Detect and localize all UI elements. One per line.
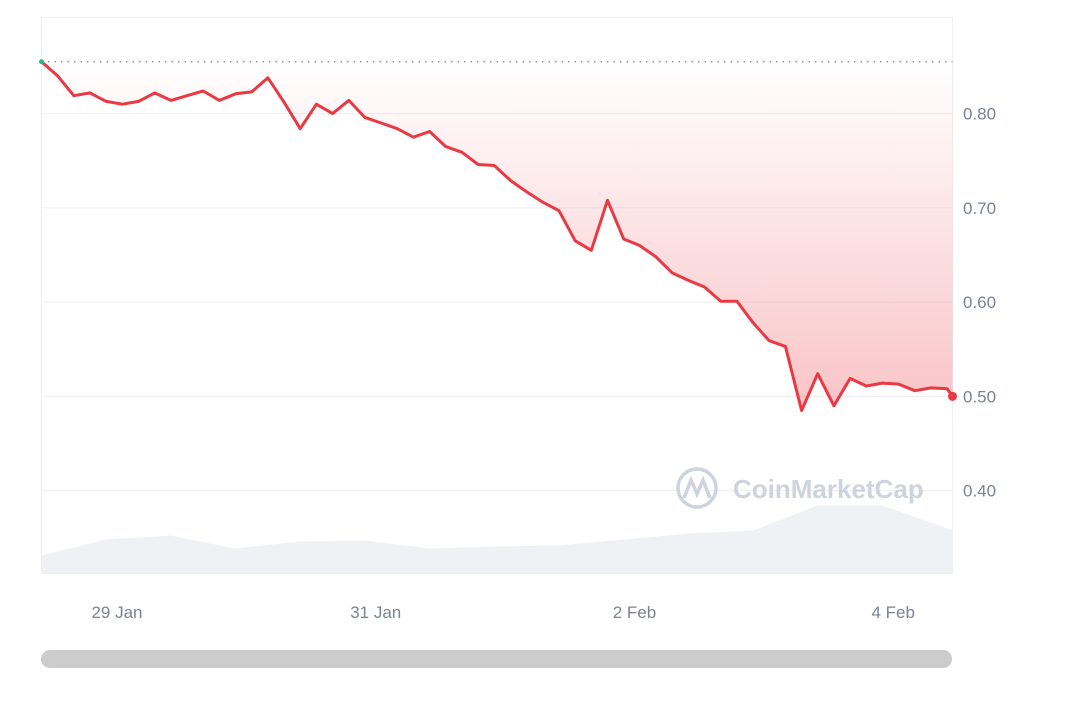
y-tick-label: 0.60 bbox=[963, 293, 996, 312]
x-axis: 29 Jan 31 Jan 2 Feb 4 Feb bbox=[91, 603, 915, 622]
price-area-fill bbox=[41, 61, 953, 411]
x-tick-label: 2 Feb bbox=[613, 603, 656, 622]
price-area-group bbox=[41, 61, 953, 411]
y-tick-label: 0.80 bbox=[963, 105, 996, 124]
volume-area-group bbox=[41, 505, 953, 574]
range-scrollbar[interactable] bbox=[41, 650, 952, 668]
x-tick-label: 31 Jan bbox=[350, 603, 401, 622]
y-tick-label: 0.40 bbox=[963, 482, 996, 501]
volume-area bbox=[41, 505, 953, 574]
price-line bbox=[40, 60, 954, 412]
y-tick-label: 0.70 bbox=[963, 199, 996, 218]
x-tick-label: 29 Jan bbox=[91, 603, 142, 622]
y-axis: 0.80 0.70 0.60 0.50 0.40 bbox=[963, 105, 996, 501]
current-price-point bbox=[948, 391, 957, 401]
coinmarketcap-logo-icon bbox=[676, 467, 718, 509]
x-tick-label: 4 Feb bbox=[871, 603, 914, 622]
watermark-text: CoinMarketCap bbox=[733, 474, 924, 504]
y-tick-label: 0.50 bbox=[963, 387, 996, 406]
price-line-group bbox=[39, 59, 957, 412]
start-price-point bbox=[39, 59, 44, 65]
